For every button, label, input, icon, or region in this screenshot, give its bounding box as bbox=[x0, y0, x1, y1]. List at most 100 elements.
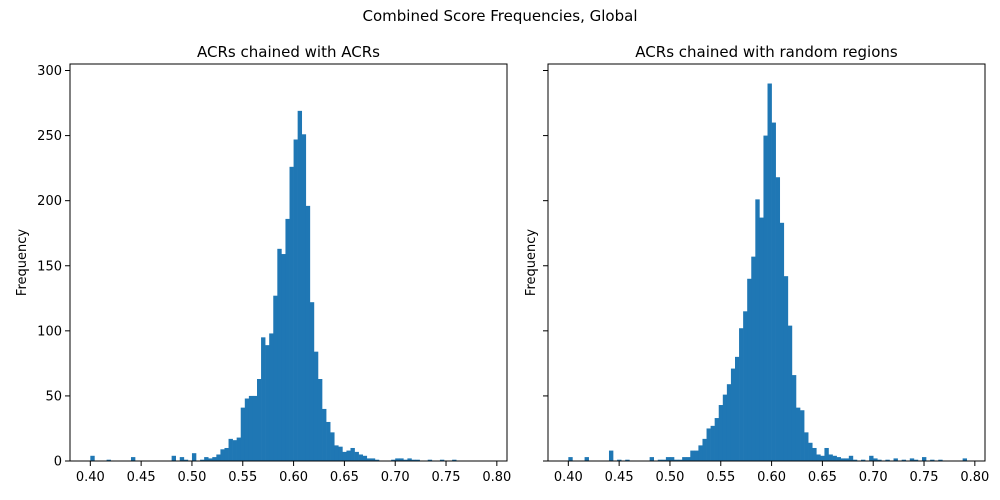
x-tick-label: 0.75 bbox=[910, 470, 939, 485]
histogram-bar bbox=[269, 333, 274, 461]
histogram-bar bbox=[240, 407, 246, 461]
histogram-bar bbox=[200, 459, 205, 461]
histogram-bar bbox=[706, 428, 711, 461]
histogram-bar bbox=[374, 459, 380, 461]
histogram-bar bbox=[265, 345, 270, 461]
histogram-bar bbox=[669, 457, 675, 461]
x-tick-label: 0.60 bbox=[279, 470, 308, 485]
histogram-bar bbox=[962, 458, 968, 461]
x-tick-label: 0.45 bbox=[127, 470, 156, 485]
histogram-bar bbox=[313, 351, 319, 461]
histogram-bar bbox=[342, 451, 347, 461]
histogram-bar bbox=[751, 256, 756, 461]
histogram-bar bbox=[852, 459, 858, 461]
x-tick-label: 0.80 bbox=[960, 470, 989, 485]
histogram-bar bbox=[759, 217, 764, 461]
histogram-bar bbox=[346, 450, 351, 461]
x-tick-label: 0.75 bbox=[432, 470, 461, 485]
histogram-bar bbox=[403, 459, 408, 461]
histogram-bar bbox=[362, 455, 368, 461]
histogram-bar bbox=[309, 302, 315, 461]
histogram-bar bbox=[407, 458, 412, 461]
histogram-bar bbox=[901, 459, 907, 461]
histogram-bar bbox=[330, 432, 335, 461]
histogram-bar bbox=[322, 408, 327, 461]
histogram-bar bbox=[743, 311, 748, 461]
histogram-bar bbox=[106, 459, 111, 461]
y-tick-label: 0 bbox=[54, 455, 62, 470]
histogram-bar bbox=[281, 254, 286, 461]
histogram-bar bbox=[873, 458, 878, 461]
histogram-bar bbox=[130, 457, 136, 461]
histogram-bar bbox=[791, 375, 797, 461]
histogram-bar bbox=[909, 458, 915, 461]
x-tick-label: 0.50 bbox=[177, 470, 206, 485]
histogram-bar bbox=[326, 421, 331, 461]
y-axis-label: Frequency bbox=[524, 229, 539, 296]
histogram-bar bbox=[439, 459, 445, 461]
histogram-bar bbox=[885, 459, 890, 461]
histogram-bar bbox=[608, 450, 614, 461]
histogram-bar bbox=[649, 457, 654, 461]
histogram-bar bbox=[722, 394, 728, 461]
histogram-bar bbox=[795, 407, 801, 461]
histogram-bar bbox=[710, 425, 715, 461]
x-tick-label: 0.40 bbox=[554, 470, 583, 485]
y-axis-label: Frequency bbox=[15, 229, 30, 296]
histogram-bar bbox=[726, 384, 732, 461]
histogram-bar bbox=[913, 459, 919, 461]
histogram-bar bbox=[836, 457, 841, 461]
histogram-bar bbox=[686, 457, 691, 461]
histogram-bar bbox=[350, 447, 355, 461]
x-tick-label: 0.40 bbox=[76, 470, 105, 485]
histogram-bar bbox=[277, 248, 282, 461]
histogram-bar bbox=[232, 440, 237, 461]
histogram-bar bbox=[625, 459, 630, 461]
histogram-bar bbox=[800, 410, 805, 461]
histogram-bar bbox=[674, 459, 679, 461]
histogram-bar bbox=[399, 458, 404, 461]
histogram-bar bbox=[921, 457, 927, 461]
histogram-bar bbox=[812, 447, 817, 461]
histogram-bar bbox=[840, 458, 846, 461]
histogram-bar bbox=[584, 457, 589, 461]
histogram-bar bbox=[366, 458, 372, 461]
panel-title: ACRs chained with random regions bbox=[635, 43, 898, 61]
histogram-bar bbox=[395, 458, 400, 461]
y-tick-label: 50 bbox=[45, 389, 62, 404]
histogram-bar bbox=[568, 457, 573, 461]
histogram-bar bbox=[730, 368, 736, 461]
axes-frame bbox=[547, 63, 986, 462]
histogram-bar bbox=[714, 418, 720, 461]
x-tick-label: 0.70 bbox=[381, 470, 410, 485]
histogram-bar bbox=[244, 398, 250, 461]
histogram-bar bbox=[775, 177, 781, 462]
histogram-bar bbox=[747, 278, 752, 461]
histogram-bar bbox=[832, 455, 837, 461]
histogram-bar bbox=[690, 450, 695, 461]
histogram-bar bbox=[216, 454, 221, 461]
histogram-bar bbox=[452, 459, 457, 461]
histogram-bar bbox=[358, 454, 363, 461]
histogram-bar bbox=[820, 455, 825, 461]
histogram-bar bbox=[755, 199, 760, 461]
x-tick-label: 0.55 bbox=[706, 470, 735, 485]
histogram-bar bbox=[257, 379, 262, 461]
histogram-bar bbox=[617, 459, 622, 461]
left-histogram-panel: 0.40 0.45 0.50 0.55 0.60 0.65 0.70 0.75 0.80 0 50 1… bbox=[15, 43, 511, 485]
y-tick-label: 300 bbox=[37, 64, 62, 79]
histogram-bar bbox=[285, 218, 290, 461]
histogram-bar bbox=[787, 325, 793, 461]
right-histogram-panel: 0.40 0.45 0.50 0.55 0.60 0.65 0.70 0.75 0.80 ACRs… bbox=[524, 43, 989, 485]
histogram-bar bbox=[930, 459, 935, 461]
histogram-bar bbox=[661, 459, 667, 461]
histogram-bar bbox=[305, 205, 311, 461]
x-tick-label: 0.65 bbox=[330, 470, 359, 485]
histogram-bar bbox=[771, 122, 776, 461]
x-tick-label: 0.65 bbox=[808, 470, 837, 485]
histogram-bar bbox=[763, 135, 768, 461]
x-tick-label: 0.80 bbox=[482, 470, 511, 485]
histogram-bar bbox=[415, 459, 420, 461]
histogram-bar bbox=[248, 395, 254, 461]
